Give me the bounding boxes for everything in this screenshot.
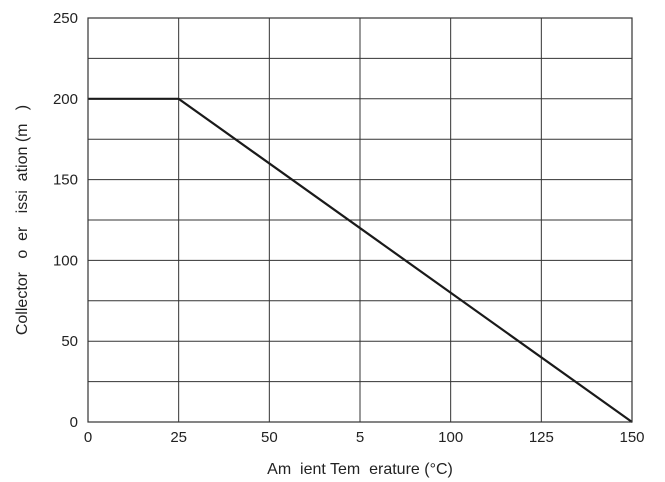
y-tick-labels: 0 50 100 150 200 250	[53, 10, 78, 431]
grid-lines	[87, 17, 633, 423]
y-tick-label: 150	[53, 172, 78, 189]
y-tick-label: 50	[61, 333, 78, 350]
y-tick-label: 100	[53, 252, 78, 269]
series-line-0	[88, 97, 633, 423]
x-tick-label: 50	[261, 429, 278, 446]
x-tick-label: 100	[438, 429, 463, 446]
x-tick-label: 5	[356, 429, 364, 446]
plot-frame	[87, 17, 633, 423]
y-axis-title: Collector o er issi ation (m )	[14, 105, 31, 335]
x-tick-labels: 0 25 50 5 100 125 150	[84, 429, 645, 446]
y-tick-label: 200	[53, 91, 78, 108]
x-tick-label: 0	[84, 429, 92, 446]
x-tick-label: 125	[529, 429, 554, 446]
x-tick-label: 25	[170, 429, 187, 446]
y-tick-label: 0	[70, 414, 78, 431]
y-tick-label: 250	[53, 10, 78, 27]
x-axis-title: Am ient Tem erature (°C)	[267, 461, 453, 478]
series-layer	[88, 97, 633, 423]
x-tick-label: 150	[619, 429, 644, 446]
